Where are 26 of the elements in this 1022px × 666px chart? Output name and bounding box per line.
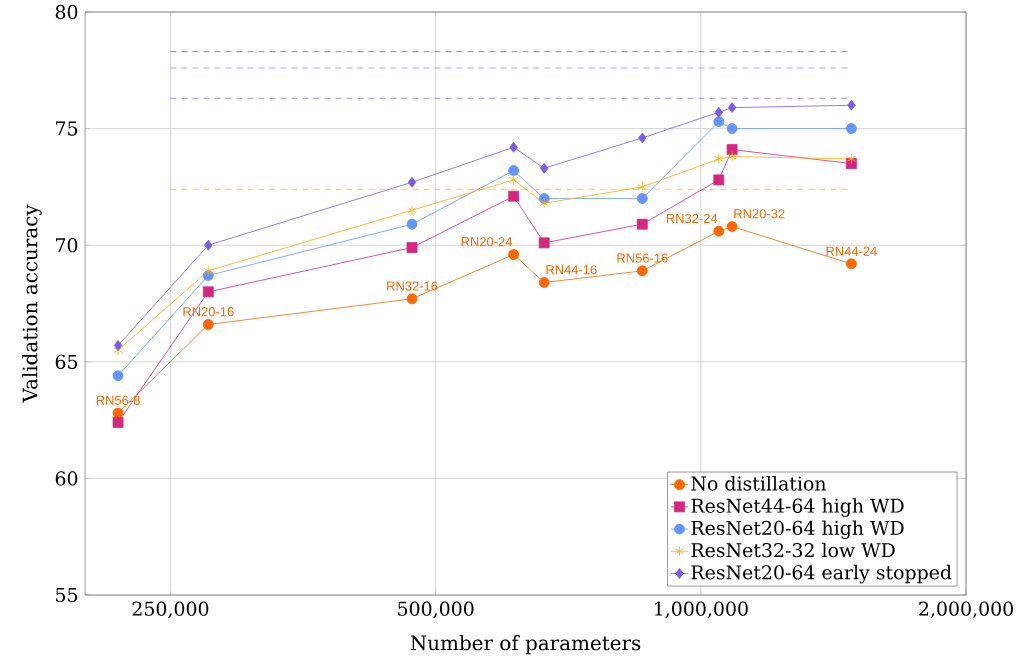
legend-label: ResNet44-64 high WD (691, 498, 904, 517)
x-axis-title: Number of parameters (410, 634, 641, 655)
x-tick-label: 500,000 (398, 601, 474, 619)
legend-label: ResNet20-64 early stopped (691, 564, 952, 584)
y-tick-label: 60 (55, 471, 78, 486)
legend-label: ResNet32-32 low WD (691, 542, 895, 558)
annotation: RN32-16 (387, 281, 438, 291)
y-tick-label: 80 (55, 4, 78, 20)
annotation: RN32-24 (666, 213, 718, 223)
legend-label: No distillation (691, 476, 827, 491)
annotation: RN44-16 (546, 265, 597, 275)
annotation: RN20-32 (734, 209, 785, 219)
x-tick-label: 250,000 (132, 601, 209, 619)
x-tick-label: 2,000,000 (919, 601, 1013, 619)
x-tick-label: 1,000,000 (655, 601, 748, 619)
y-tick-label: 70 (56, 238, 78, 253)
y-tick-label: 55 (56, 587, 78, 603)
annotation: RN44-24 (826, 246, 877, 256)
y-tick-label: 65 (55, 354, 78, 369)
annotation: RN20-16 (183, 307, 234, 317)
legend-label: ResNet20-64 high WD (691, 520, 904, 540)
y-tick-label: 75 (56, 121, 78, 136)
annotation: RN56-16 (617, 253, 668, 263)
annotation: RN20-24 (461, 237, 513, 247)
annotation: RN56-8 (96, 395, 140, 405)
y-axis-title: Validation accuracy (22, 204, 42, 403)
